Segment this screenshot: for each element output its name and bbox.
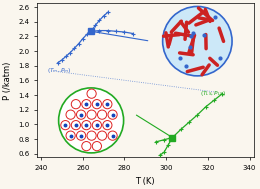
- Text: $(T_m, P_m)$: $(T_m, P_m)$: [47, 66, 72, 75]
- X-axis label: T (K): T (K): [135, 177, 155, 186]
- Text: $(T_{LS}, P_{LS})$: $(T_{LS}, P_{LS})$: [199, 89, 226, 98]
- Y-axis label: P (/katm): P (/katm): [3, 61, 12, 100]
